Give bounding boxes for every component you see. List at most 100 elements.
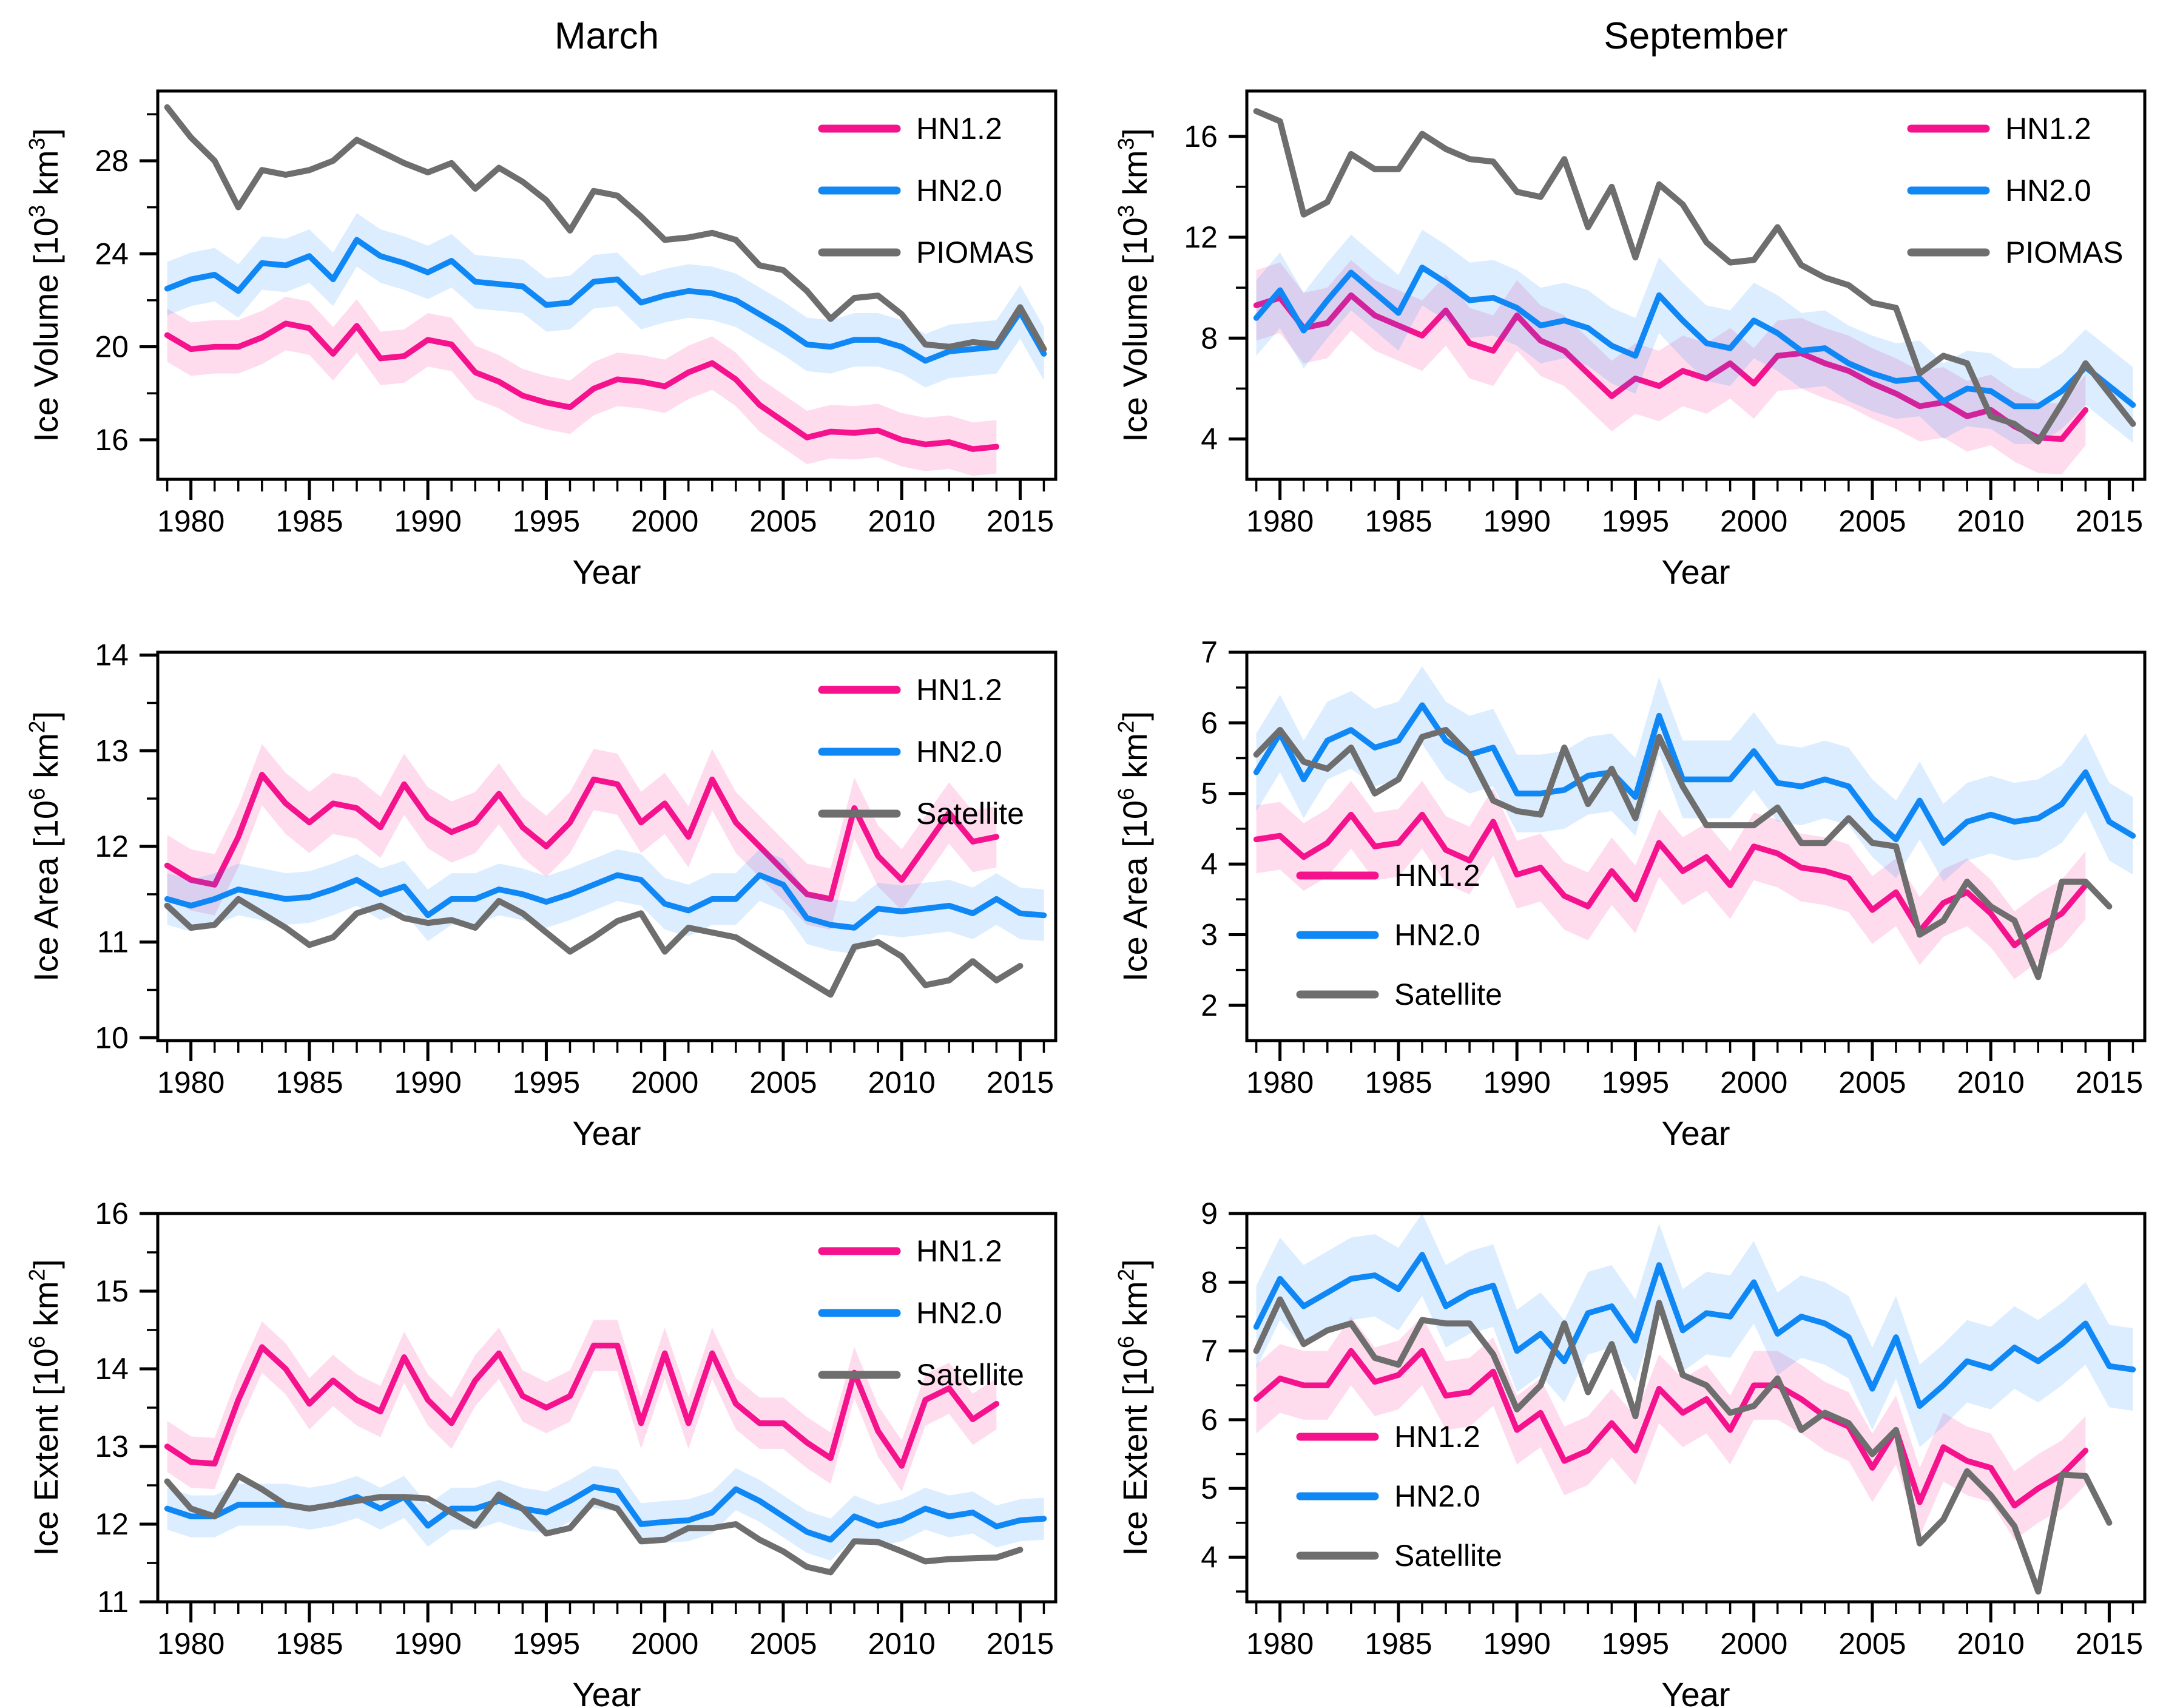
- x-tick-label: 1980: [157, 1065, 224, 1099]
- legend-label: HN2.0: [1394, 918, 1480, 952]
- legend-label: HN1.2: [2005, 112, 2091, 146]
- y-tick-label: 14: [95, 1352, 129, 1386]
- legend-item-hn1-2: HN1.2: [818, 673, 1002, 707]
- x-tick-label: 2005: [749, 1627, 817, 1661]
- y-tick-label: 28: [95, 144, 129, 178]
- y-axis-ticks: 2 3 4 5 6 7: [1201, 635, 1247, 1022]
- legend: HN1.2 HN2.0 PIOMAS: [1907, 112, 2123, 269]
- x-tick-label: 2015: [2076, 504, 2143, 538]
- legend: HN1.2 HN2.0 Satellite: [818, 1234, 1024, 1392]
- y-axis-title: Ice Volume [103 km3]: [1114, 128, 1154, 442]
- x-tick-label: 2010: [868, 1065, 936, 1099]
- series-line-piomas: [1253, 108, 2136, 445]
- series-line-hn1-2: [164, 1342, 1000, 1469]
- y-axis-ticks: 10 11 12 13 14: [95, 638, 158, 1055]
- x-tick-label: 1990: [1483, 504, 1551, 538]
- series-band-hn1-2: [1256, 260, 2086, 474]
- legend: HN1.2 HN2.0 PIOMAS: [818, 112, 1034, 269]
- x-axis-title: Year: [1661, 553, 1730, 591]
- y-tick-label: 15: [95, 1274, 129, 1308]
- x-tick-label: 2000: [631, 1065, 698, 1099]
- panel-title-september: September: [1604, 15, 1787, 57]
- series-band-hn2-0: [1256, 229, 2133, 444]
- y-tick-label: 4: [1201, 422, 1218, 456]
- panel-march-ice-area: 1980 1985 1990 1995 2000 2005 2010 2015 10 11 12 13…: [25, 638, 1058, 1152]
- legend-item-hn1-2: HN1.2: [818, 1234, 1002, 1268]
- y-tick-label: 8: [1201, 321, 1218, 355]
- legend-label: HN1.2: [916, 1234, 1002, 1268]
- y-tick-label: 16: [95, 423, 129, 457]
- panel-march-ice-extent: 1980 1985 1990 1995 2000 2005 2010 2015 11 12 13 14…: [25, 1197, 1058, 1708]
- y-tick-label: 16: [95, 1197, 129, 1230]
- legend-label: Satellite: [916, 797, 1024, 831]
- series-line-hn2-0: [164, 237, 1047, 364]
- legend-item-hn2-0: HN2.0: [818, 174, 1002, 208]
- series-line-hn2-0: [164, 872, 1047, 931]
- y-axis-ticks: 16 20 24 28: [95, 113, 158, 457]
- plot-area-september-ice-extent: [1253, 1213, 2136, 1595]
- y-tick-label: 11: [97, 925, 129, 959]
- x-tick-label: 1980: [1246, 1627, 1314, 1661]
- legend-label: HN1.2: [916, 673, 1002, 707]
- legend-label: HN2.0: [1394, 1479, 1480, 1513]
- y-tick-label: 12: [95, 829, 129, 863]
- x-tick-label: 1995: [513, 1065, 580, 1099]
- x-axis-title: Year: [572, 553, 641, 591]
- legend: HN1.2 HN2.0 Satellite: [1296, 1420, 1502, 1573]
- x-axis-title: Year: [1661, 1675, 1730, 1708]
- x-tick-label: 1985: [275, 1627, 343, 1661]
- plot-frame: [156, 89, 1058, 481]
- series-band-hn2-0: [167, 849, 1044, 954]
- x-tick-label: 2015: [987, 1627, 1054, 1661]
- y-axis-ticks: 11 12 13 14 15 16: [95, 1197, 158, 1619]
- series-band-hn1-2: [167, 1320, 997, 1492]
- x-tick-label: 2015: [987, 504, 1054, 538]
- panel-september-ice-area: 1980 1985 1990 1995 2000 2005 2010 2015 2 3 4 5 6 7 Ye…: [1114, 635, 2147, 1152]
- y-tick-label: 7: [1201, 635, 1218, 669]
- legend-item-piomas: PIOMAS: [818, 235, 1034, 269]
- y-axis-ticks: 4 5 6 7 8 9: [1201, 1197, 1247, 1593]
- x-tick-label: 1985: [1365, 1065, 1432, 1099]
- x-tick-label: 1980: [1246, 504, 1314, 538]
- plot-frame: [1245, 650, 2147, 1042]
- legend-item-hn2-0: HN2.0: [1296, 918, 1480, 952]
- x-tick-label: 2010: [1957, 1065, 2025, 1099]
- x-tick-label: 1995: [1602, 504, 1669, 538]
- legend-label: PIOMAS: [2005, 235, 2123, 269]
- series-band-hn1-2: [167, 744, 997, 930]
- x-tick-label: 1995: [1602, 1627, 1669, 1661]
- y-axis-title: Ice Area [106 km2]: [25, 711, 65, 982]
- legend: HN1.2 HN2.0 Satellite: [818, 673, 1024, 831]
- x-tick-label: 1980: [157, 1627, 224, 1661]
- x-tick-label: 2000: [1720, 504, 1787, 538]
- y-tick-label: 12: [1184, 220, 1218, 254]
- legend-item-satellite: Satellite: [818, 1358, 1024, 1392]
- legend-label: HN1.2: [916, 112, 1002, 146]
- x-axis-ticks: 1980 1985 1990 1995 2000 2005 2010 2015: [1246, 1602, 2143, 1661]
- series-line-satellite: [164, 896, 1024, 998]
- series-band-hn1-2: [167, 297, 997, 476]
- series-line-satellite: [1253, 1296, 2113, 1595]
- legend-item-hn2-0: HN2.0: [818, 735, 1002, 769]
- series-line-piomas: [164, 104, 1047, 353]
- series-band-hn1-2: [1256, 780, 2086, 979]
- y-tick-label: 20: [95, 330, 129, 364]
- y-axis-ticks: 4 8 12 16: [1184, 120, 1247, 456]
- x-tick-label: 2000: [631, 504, 698, 538]
- legend-label: HN1.2: [1394, 859, 1480, 893]
- legend-item-hn1-2: HN1.2: [818, 112, 1002, 146]
- x-tick-label: 1985: [1365, 1627, 1432, 1661]
- legend-item-satellite: Satellite: [1296, 1539, 1502, 1573]
- series-line-satellite: [164, 1473, 1024, 1576]
- x-tick-label: 1995: [1602, 1065, 1669, 1099]
- legend-label: PIOMAS: [916, 235, 1034, 269]
- x-tick-label: 2015: [2076, 1627, 2143, 1661]
- y-axis-title: Ice Extent [106 km2]: [1114, 1259, 1154, 1556]
- legend-item-hn2-0: HN2.0: [818, 1296, 1002, 1330]
- panel-title-march: March: [555, 15, 659, 57]
- plot-frame: [1245, 89, 2147, 481]
- x-tick-label: 1990: [394, 1065, 462, 1099]
- panel-march-ice-volume: March 1980 1985 1990 1995 2000 2005 2010 2015 16 2…: [25, 15, 1058, 591]
- y-tick-label: 14: [95, 638, 129, 672]
